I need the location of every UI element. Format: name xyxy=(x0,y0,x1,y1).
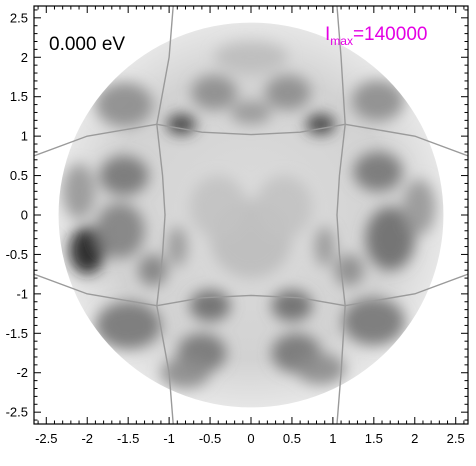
y-tick-label: 0 xyxy=(21,208,28,223)
y-tick-label: -2.5 xyxy=(6,405,28,420)
intensity-feature xyxy=(95,203,145,259)
x-tick-label: 2.5 xyxy=(447,431,465,446)
intensity-feature xyxy=(334,254,365,286)
intensity-feature xyxy=(160,356,211,389)
x-tick-label: 1 xyxy=(329,431,336,446)
x-tick-label: 0 xyxy=(247,431,254,446)
intensity-feature xyxy=(271,289,313,322)
intensity-feature xyxy=(342,297,405,346)
y-tick-label: -1 xyxy=(16,286,28,301)
intensity-feature xyxy=(95,82,153,127)
zone-boundary-top xyxy=(156,6,346,136)
x-tick-label: -0.5 xyxy=(199,431,221,446)
imax-annotation: Imax=140000 xyxy=(325,24,427,48)
intensity-feature xyxy=(255,175,313,239)
x-tick-label: 2 xyxy=(411,431,418,446)
intensity-feature xyxy=(137,254,168,286)
intensity-feature xyxy=(99,155,149,196)
zone-boundary-right xyxy=(336,123,468,307)
intensity-feature xyxy=(296,353,346,385)
intensity-feature xyxy=(365,207,415,271)
y-axis-tick-labels: 2.5 2 1.5 1 0.5 0 -0.5 -1 -1.5 -2 -2.5 xyxy=(6,10,28,419)
x-tick-label: -2 xyxy=(81,431,93,446)
y-tick-label: 1.5 xyxy=(10,89,28,104)
y-tick-label: 1 xyxy=(21,129,28,144)
zone-boundaries xyxy=(34,6,468,424)
intensity-feature xyxy=(305,114,336,135)
y-tick-label: -2 xyxy=(16,365,28,380)
intensity-feature xyxy=(95,301,161,350)
zone-boundary-bottom xyxy=(156,294,346,424)
intensity-feature xyxy=(230,100,272,125)
y-tick-label: -0.5 xyxy=(6,247,28,262)
intensity-feature xyxy=(189,289,231,322)
intensity-feature xyxy=(189,175,247,239)
intensity-feature xyxy=(214,41,288,74)
intensity-feature xyxy=(402,179,436,235)
intensity-feature xyxy=(264,75,311,111)
intensity-feature xyxy=(167,226,188,267)
plot-area xyxy=(34,6,468,424)
x-axis-tick-labels: -2.5 -2 -1.5 -1 -0.5 0 0.5 1 1.5 2 2.5 xyxy=(35,431,465,446)
x-tick-label: -1 xyxy=(163,431,175,446)
intensity-feature xyxy=(353,151,403,192)
intensity-features xyxy=(62,41,436,389)
y-tick-label: 2 xyxy=(21,50,28,65)
energy-annotation: 0.000 eV xyxy=(49,34,125,55)
axis-ticks xyxy=(34,6,468,424)
intensity-feature xyxy=(191,75,238,111)
y-tick-label: 0.5 xyxy=(10,168,28,183)
y-tick-label: -1.5 xyxy=(6,326,28,341)
intensity-feature xyxy=(69,226,106,275)
y-tick-label: 2.5 xyxy=(10,10,28,25)
x-tick-label: 1.5 xyxy=(365,431,383,446)
x-tick-label: -1.5 xyxy=(117,431,139,446)
intensity-feature xyxy=(351,80,405,122)
intensity-feature xyxy=(314,226,335,267)
x-tick-label: 0.5 xyxy=(283,431,301,446)
zone-boundary-left xyxy=(34,123,166,307)
intensity-feature xyxy=(166,114,197,135)
intensity-feature xyxy=(62,163,96,219)
x-tick-label: -2.5 xyxy=(35,431,57,446)
